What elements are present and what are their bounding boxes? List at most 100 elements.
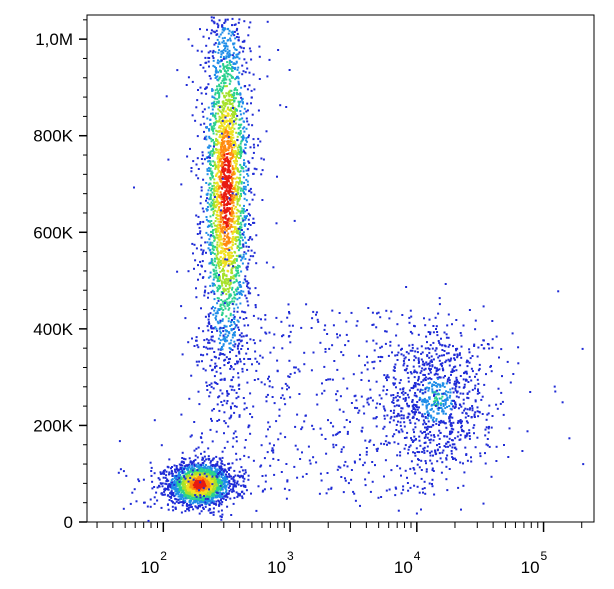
data-point bbox=[459, 434, 462, 437]
data-point bbox=[243, 126, 246, 129]
data-point bbox=[216, 302, 219, 305]
data-point bbox=[228, 254, 231, 257]
data-point bbox=[224, 249, 227, 252]
data-point bbox=[220, 238, 223, 241]
data-point bbox=[180, 467, 182, 470]
data-point bbox=[208, 384, 211, 386]
data-point bbox=[227, 131, 230, 134]
data-point bbox=[217, 90, 220, 93]
data-point bbox=[238, 222, 240, 225]
data-point bbox=[181, 496, 184, 498]
data-point bbox=[230, 365, 232, 367]
data-point bbox=[231, 462, 234, 465]
data-point bbox=[244, 223, 247, 226]
data-point bbox=[212, 464, 214, 466]
data-point bbox=[210, 467, 213, 470]
data-point bbox=[244, 71, 247, 74]
data-point bbox=[200, 497, 203, 500]
data-point bbox=[239, 285, 242, 288]
data-point bbox=[205, 216, 208, 218]
data-point bbox=[251, 238, 254, 241]
data-point bbox=[225, 126, 228, 129]
data-point bbox=[251, 363, 253, 366]
data-point bbox=[250, 89, 253, 92]
data-point bbox=[229, 142, 232, 145]
data-point bbox=[183, 470, 186, 473]
data-point bbox=[207, 313, 210, 316]
data-point bbox=[220, 479, 223, 482]
data-point bbox=[207, 183, 210, 186]
data-point bbox=[472, 426, 475, 429]
data-point bbox=[179, 482, 182, 485]
data-point bbox=[429, 451, 431, 454]
data-point bbox=[149, 461, 152, 464]
data-point bbox=[218, 196, 221, 199]
data-point bbox=[186, 494, 188, 497]
data-point bbox=[215, 129, 218, 132]
data-point bbox=[189, 477, 192, 479]
data-point bbox=[213, 276, 216, 279]
data-point bbox=[239, 493, 241, 496]
data-point bbox=[199, 28, 201, 31]
data-point bbox=[245, 266, 248, 269]
data-point bbox=[209, 261, 212, 264]
data-point bbox=[453, 457, 456, 460]
data-point bbox=[226, 18, 229, 21]
data-point bbox=[208, 504, 211, 506]
data-point bbox=[443, 392, 446, 395]
data-point bbox=[238, 83, 241, 86]
data-point bbox=[488, 425, 490, 428]
data-point bbox=[218, 342, 221, 345]
data-point bbox=[222, 243, 225, 246]
data-point bbox=[217, 26, 220, 29]
data-point bbox=[236, 139, 239, 142]
data-point bbox=[216, 38, 219, 41]
data-point bbox=[224, 20, 227, 23]
data-point bbox=[228, 101, 231, 104]
data-point bbox=[247, 136, 250, 139]
data-point bbox=[447, 376, 450, 379]
data-point bbox=[191, 114, 194, 117]
data-point bbox=[224, 186, 227, 189]
data-point bbox=[247, 286, 250, 289]
data-point bbox=[214, 266, 217, 269]
data-point bbox=[238, 18, 241, 21]
data-point bbox=[223, 469, 225, 472]
data-point bbox=[207, 233, 210, 236]
data-point bbox=[385, 393, 388, 396]
data-point bbox=[209, 160, 212, 163]
data-point bbox=[208, 262, 211, 265]
data-point bbox=[184, 472, 187, 475]
data-point bbox=[216, 252, 219, 255]
data-point bbox=[221, 31, 224, 34]
data-point bbox=[265, 130, 268, 133]
data-point bbox=[260, 444, 263, 447]
data-point bbox=[231, 66, 234, 69]
data-point bbox=[212, 114, 214, 117]
data-point bbox=[398, 414, 401, 417]
data-point bbox=[478, 391, 481, 394]
data-point bbox=[224, 487, 227, 490]
data-point bbox=[216, 195, 219, 198]
data-point bbox=[403, 362, 406, 365]
data-point bbox=[252, 255, 255, 258]
data-point bbox=[239, 130, 242, 132]
data-point bbox=[238, 204, 241, 207]
data-point bbox=[230, 61, 233, 63]
data-point bbox=[214, 209, 216, 212]
data-point bbox=[225, 78, 228, 81]
data-point bbox=[245, 169, 248, 172]
data-point bbox=[161, 485, 164, 488]
data-point bbox=[212, 198, 215, 201]
data-point bbox=[238, 127, 240, 130]
data-point bbox=[208, 75, 211, 77]
data-point bbox=[203, 481, 206, 484]
data-point bbox=[232, 55, 235, 58]
data-point bbox=[193, 267, 195, 270]
data-point bbox=[237, 236, 239, 239]
data-point bbox=[491, 346, 494, 349]
data-point bbox=[221, 456, 224, 459]
data-point bbox=[389, 409, 392, 412]
data-point bbox=[217, 207, 220, 210]
data-point bbox=[240, 292, 243, 295]
